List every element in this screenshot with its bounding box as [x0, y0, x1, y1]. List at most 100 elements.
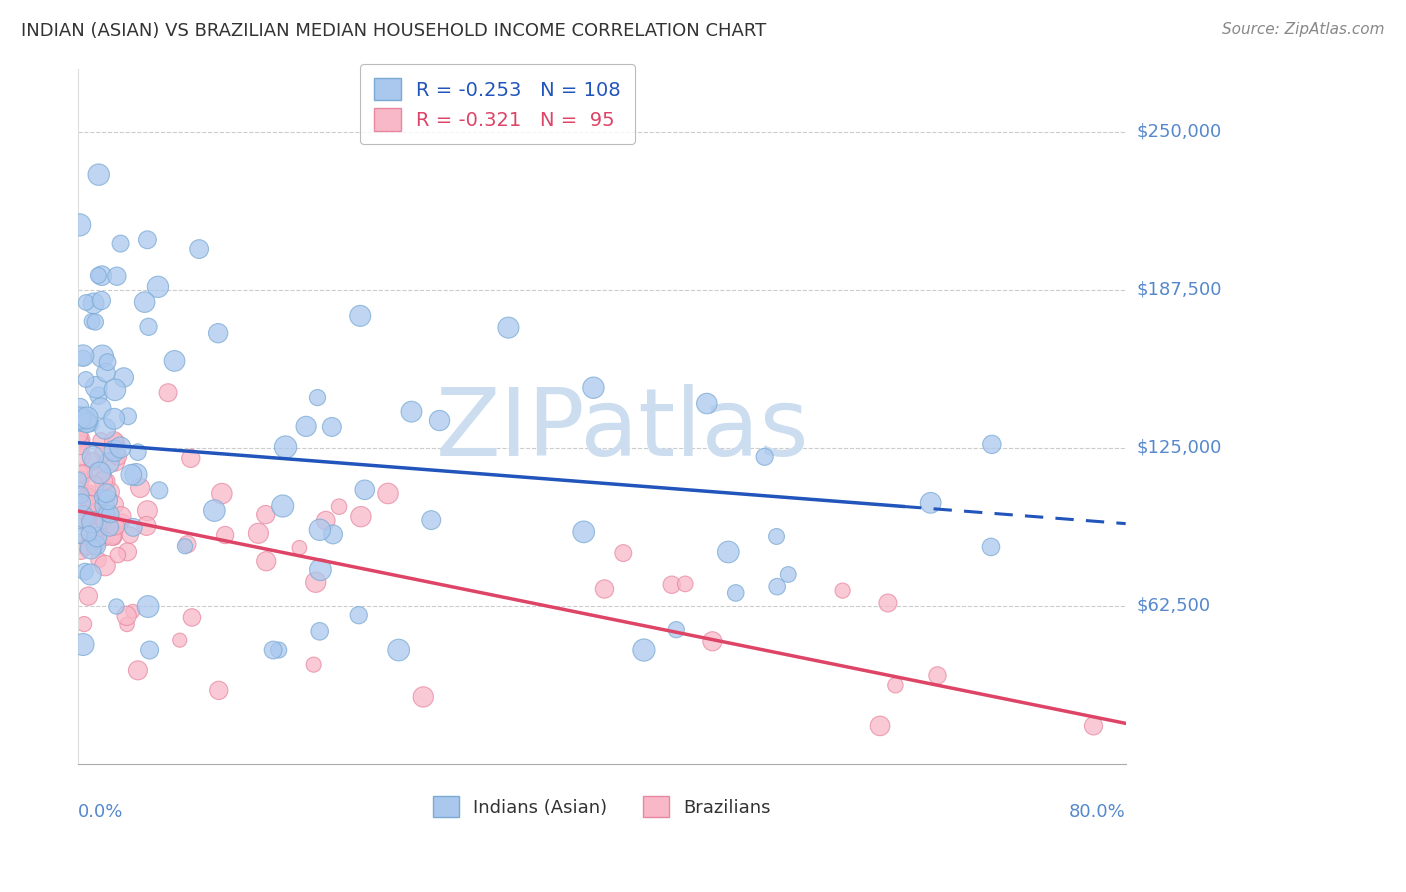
Point [207, 326, 229, 341]
Point [120, 467, 142, 482]
Point [84, 315, 107, 329]
Point [765, 529, 787, 543]
Point [69, 488, 91, 502]
Point [94, 422, 117, 436]
Text: ZIPatlas: ZIPatlas [436, 384, 810, 476]
Point [308, 624, 330, 639]
Point [69, 499, 91, 513]
Point [412, 690, 434, 704]
Point [612, 546, 634, 560]
Point [115, 617, 138, 632]
Point [98, 507, 121, 521]
Point [72, 351, 94, 365]
Point [267, 643, 290, 657]
Point [77, 589, 100, 603]
Point [633, 643, 655, 657]
Point [146, 280, 169, 294]
Point [67, 427, 90, 442]
Text: $125,000: $125,000 [1137, 439, 1222, 457]
Point [271, 499, 294, 513]
Point [288, 541, 311, 555]
Point [105, 599, 128, 614]
Point [80, 417, 103, 431]
Point [89, 466, 111, 480]
Point [96, 507, 118, 521]
Point [121, 604, 143, 618]
Point [101, 529, 124, 543]
Point [80, 541, 103, 556]
Point [69, 432, 91, 446]
Point [96, 355, 118, 369]
Point [163, 354, 186, 368]
Point [69, 544, 91, 558]
Point [94, 531, 117, 545]
Point [702, 634, 724, 648]
Point [1166, 651, 1188, 665]
Point [69, 438, 91, 452]
Point [135, 519, 157, 533]
Point [84, 517, 107, 532]
Point [696, 396, 718, 410]
Point [717, 545, 740, 559]
Point [127, 445, 149, 459]
Point [274, 440, 297, 454]
Point [90, 268, 112, 283]
Point [83, 523, 105, 537]
Point [77, 526, 100, 541]
Point [127, 663, 149, 677]
Point [79, 497, 101, 511]
Point [869, 719, 891, 733]
Text: Source: ZipAtlas.com: Source: ZipAtlas.com [1222, 22, 1385, 37]
Point [927, 668, 949, 682]
Point [80, 314, 103, 328]
Point [302, 657, 325, 672]
Point [86, 530, 108, 544]
Point [831, 583, 853, 598]
Point [129, 481, 152, 495]
Point [104, 519, 127, 533]
Point [69, 218, 91, 232]
Point [77, 486, 100, 500]
Point [75, 372, 97, 386]
Point [136, 233, 159, 247]
Point [77, 511, 100, 525]
Point [103, 412, 125, 426]
Point [295, 419, 318, 434]
Point [104, 383, 127, 397]
Point [87, 389, 110, 403]
Point [73, 565, 96, 579]
Text: 80.0%: 80.0% [1069, 803, 1126, 821]
Point [148, 483, 170, 498]
Point [110, 236, 132, 251]
Point [82, 535, 104, 549]
Point [87, 268, 110, 283]
Point [307, 391, 329, 405]
Point [105, 269, 128, 284]
Point [305, 575, 328, 590]
Point [661, 578, 683, 592]
Point [388, 643, 411, 657]
Point [69, 416, 91, 430]
Point [778, 567, 800, 582]
Point [93, 499, 115, 513]
Point [69, 473, 91, 487]
Point [76, 410, 98, 425]
Point [67, 466, 90, 480]
Point [104, 435, 127, 450]
Point [420, 513, 443, 527]
Point [401, 405, 423, 419]
Point [208, 683, 231, 698]
Point [82, 454, 104, 468]
Point [69, 529, 91, 543]
Point [87, 463, 110, 477]
Point [157, 385, 180, 400]
Point [82, 450, 104, 464]
Point [349, 309, 371, 323]
Point [321, 420, 343, 434]
Point [93, 474, 115, 488]
Point [877, 596, 900, 610]
Point [96, 486, 118, 500]
Point [98, 485, 121, 500]
Point [93, 446, 115, 460]
Point [328, 500, 350, 514]
